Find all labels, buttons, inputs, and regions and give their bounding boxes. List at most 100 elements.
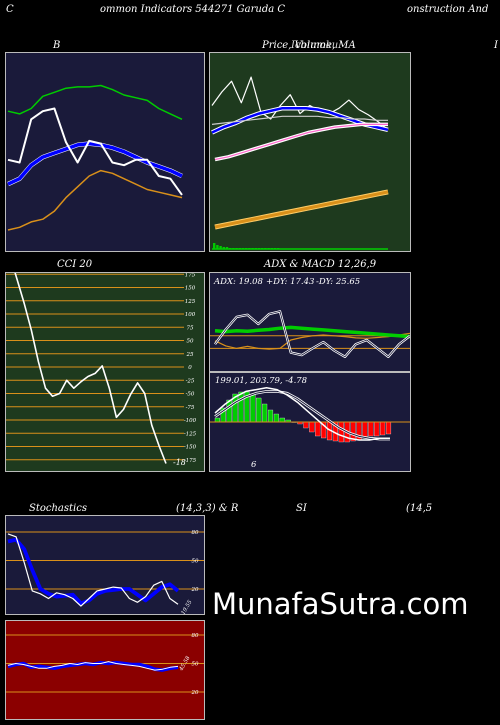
macd-last-label: 6 — [251, 460, 257, 470]
macd-hist-bar — [385, 421, 392, 435]
volume-bar — [222, 247, 225, 249]
macd-hist-bar — [267, 409, 274, 423]
cci-tick-label: -100 — [184, 418, 197, 424]
cci-title: CCI 20 — [57, 259, 93, 270]
cci-line — [14, 273, 167, 464]
stoch-tick-label: 80 — [192, 530, 199, 536]
cci-tick-label: 175 — [185, 273, 196, 278]
macd-hist-bar — [380, 421, 386, 436]
macd-hist-bar — [309, 421, 315, 433]
rsi-tick-label: 80 — [192, 633, 199, 639]
macd-hist-bar — [214, 417, 220, 423]
rsi-tick-label: 20 — [191, 690, 199, 696]
cci-tick-label: -75 — [186, 405, 195, 411]
macd-hist-bar — [256, 397, 262, 423]
macd-hist-bar — [250, 393, 256, 423]
stoch-tick-label: 20 — [191, 587, 199, 593]
cci-tick-label: 150 — [185, 286, 196, 292]
volume-bar — [219, 246, 222, 249]
cci-tick-label: 25 — [186, 352, 194, 358]
macd-hist-bar — [368, 421, 374, 437]
adx-value-label: ADX: 19.08 — [213, 277, 263, 287]
cci-last-label: -18 — [173, 458, 186, 467]
macd-hist-bar — [279, 417, 285, 423]
macd-hist-bar — [362, 421, 368, 439]
bb-series-1 — [7, 141, 183, 186]
macd-hist-bar — [262, 403, 268, 423]
price-series-0 — [211, 76, 389, 131]
bb-series-3 — [7, 169, 183, 231]
pdi-value-label: +DY: 17.43 — [266, 277, 314, 287]
header-right: onstruction And — [407, 4, 489, 15]
volume-bar — [257, 248, 261, 249]
stochastics-panel: 80 50 20 19.55 — [5, 515, 205, 615]
volume-bar — [238, 248, 241, 249]
adx-title: ADX & MACD 12,26,9 — [264, 259, 377, 270]
adx-panel: ADX: 19.08 +DY: 17.43 -DY: 25.65 — [209, 272, 411, 372]
bollinger-panel — [5, 52, 205, 252]
macd-hist-bar — [273, 413, 279, 423]
header-left: C — [6, 4, 14, 15]
macd-line — [214, 387, 390, 441]
cci-tick-label: -25 — [186, 378, 195, 384]
volume-bar — [229, 248, 232, 249]
price-series-2 — [211, 115, 388, 125]
cci-tick-label: 125 — [185, 299, 196, 305]
stoch-d-line — [7, 533, 179, 607]
volume-bar — [270, 248, 273, 249]
stoch-k-line — [7, 537, 180, 606]
macd-hist-bar — [303, 421, 309, 429]
volume-bar — [225, 247, 229, 249]
volume-bar — [241, 248, 245, 249]
cci-tick-label: 50 — [187, 339, 194, 345]
volume-bar — [245, 248, 248, 249]
volume-bar — [213, 243, 216, 249]
rsi-title: SI — [296, 503, 307, 514]
volume-bar — [216, 245, 219, 249]
ma-mid-halo — [214, 122, 388, 162]
stoch-params: (14,3,3) & R — [176, 503, 239, 514]
rsi-params: (14,5 — [406, 503, 433, 514]
volume-bar — [267, 248, 270, 249]
volume-bar — [254, 248, 257, 249]
macd-signal-line — [214, 390, 390, 440]
cci-tick-label: -50 — [186, 392, 195, 398]
volume-bar — [273, 248, 277, 249]
price-title: Price, Volume, MA — [262, 40, 356, 51]
volume-bar — [232, 248, 235, 249]
mdi-value-label: -DY: 25.65 — [316, 277, 360, 287]
rsi-signal-line — [7, 661, 179, 671]
adx-pdi-line — [214, 325, 410, 339]
rsi-panel: 80 50 20 45.58 — [5, 620, 205, 720]
watermark: MunafaSutra.com — [212, 587, 469, 621]
price-series-4 — [214, 190, 389, 229]
bb-series-2 — [7, 107, 183, 196]
ichimoku-label: Ichimoku — [291, 40, 339, 51]
rsi-tick-label: 50 — [192, 662, 199, 668]
volume-bar — [264, 248, 267, 249]
macd-hist-bar — [338, 421, 344, 443]
volume-bar — [277, 248, 280, 249]
rsi-line — [7, 660, 179, 672]
cci-tick-label: 75 — [187, 325, 194, 331]
macd-values-label: 199.01, 203.79, -4.78 — [215, 376, 308, 386]
bb-series-0 — [7, 84, 183, 120]
price-series-1 — [211, 106, 389, 134]
header-title: ommon Indicators 544271 Garuda C — [100, 4, 286, 15]
macd-hist-bar — [374, 421, 380, 437]
volume-bar — [251, 248, 254, 249]
volume-bar — [235, 248, 238, 249]
volume-bar — [261, 248, 264, 249]
macd-hist-bar — [238, 391, 244, 423]
bb-title: B — [53, 40, 61, 51]
cci-panel: 175 150 125 100 75 50 25 0 -25 -50 -75 -100 -125 -150… — [5, 272, 205, 472]
volume-bar — [248, 248, 251, 249]
price-panel — [209, 52, 411, 252]
right-panel-letter: I — [494, 40, 498, 51]
adx-mdi-line — [214, 332, 410, 350]
stoch-title: Stochastics — [29, 503, 87, 514]
cci-tick-label: 100 — [185, 312, 196, 318]
cci-tick-label: -175 — [184, 458, 197, 464]
macd-panel: 199.01, 203.79, -4.78 6 — [209, 372, 411, 472]
